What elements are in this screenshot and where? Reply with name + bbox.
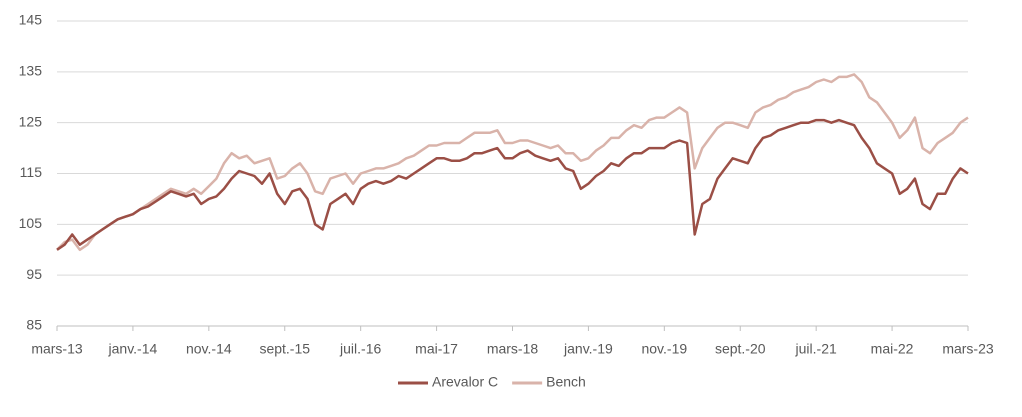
legend-label: Arevalor C: [432, 374, 498, 390]
x-tick-label: mars-18: [487, 341, 539, 357]
y-tick-label: 85: [26, 317, 42, 333]
x-tick-label: juil.-16: [339, 341, 381, 357]
x-tick-label: nov.-14: [186, 341, 232, 357]
legend-label: Bench: [546, 374, 586, 390]
x-tick-label: sept.-15: [259, 341, 310, 357]
x-tick-label: sept.-20: [715, 341, 766, 357]
x-tick-label: mai-17: [415, 341, 458, 357]
y-tick-label: 135: [19, 63, 43, 79]
y-tick-label: 105: [19, 215, 43, 231]
x-tick-label: janv.-19: [563, 341, 613, 357]
series-line: [56, 73, 969, 252]
y-tick-label: 95: [26, 266, 42, 282]
x-tick-label: janv.-14: [108, 341, 158, 357]
x-tick-label: mars-23: [942, 341, 994, 357]
y-tick-label: 125: [19, 113, 43, 129]
x-tick-label: mars-13: [31, 341, 83, 357]
y-tick-label: 145: [19, 12, 43, 28]
y-tick-label: 115: [20, 164, 43, 180]
series-line: [56, 118, 969, 251]
x-tick-label: juil.-21: [795, 341, 837, 357]
x-tick-label: nov.-19: [641, 341, 687, 357]
x-tick-label: mai-22: [871, 341, 914, 357]
